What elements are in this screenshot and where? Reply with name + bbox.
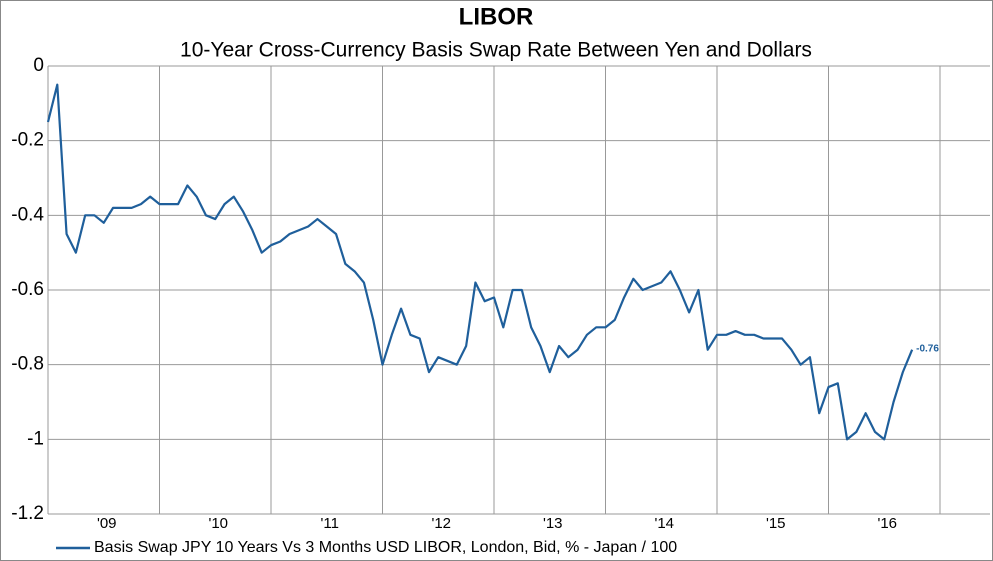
x-tick-label: '14	[654, 515, 674, 532]
chart-title: LIBOR	[459, 3, 534, 30]
y-tick-label: 0	[33, 55, 44, 76]
x-tick-label: '15	[766, 515, 786, 532]
chart-subtitle: 10-Year Cross-Currency Basis Swap Rate B…	[180, 39, 812, 62]
x-tick-label: '09	[97, 515, 117, 532]
x-tick-label: '16	[877, 515, 897, 532]
series-line	[46, 83, 914, 441]
y-tick-label: -1	[27, 428, 44, 449]
x-tick-label: '11	[321, 515, 339, 532]
x-tick-label: '12	[431, 515, 451, 532]
x-tick-label: '13	[543, 515, 563, 532]
x-tick-label: '10	[208, 515, 228, 532]
y-tick-label: -0.6	[11, 279, 44, 300]
y-tick-label: -0.2	[11, 130, 44, 151]
y-tick-label: -0.8	[11, 354, 44, 375]
legend-label: Basis Swap JPY 10 Years Vs 3 Months USD …	[94, 539, 677, 556]
end-value-label: -0.76	[916, 343, 939, 354]
y-tick-label: -0.4	[11, 204, 44, 225]
y-tick-label: -1.2	[11, 503, 44, 524]
